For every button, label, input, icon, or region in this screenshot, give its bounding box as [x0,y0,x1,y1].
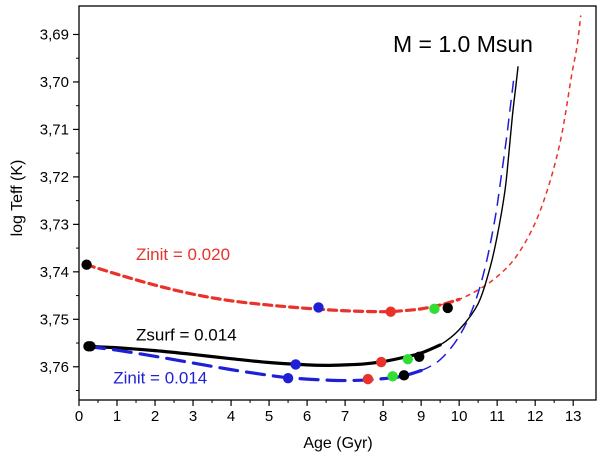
chart-title: M = 1.0 Msun [393,31,533,57]
x-tick-label: 7 [341,408,349,425]
series-label: Zinit = 0.014 [113,368,207,387]
y-tick-label: 3,74 [40,264,69,281]
x-tick-label: 3 [189,408,197,425]
x-tick-label: 12 [527,408,544,425]
series-label: Zinit = 0.020 [136,245,230,264]
series-line [85,343,442,367]
series-marker [398,370,410,381]
series-line [85,344,423,383]
series-layer [85,15,582,383]
x-tick-label: 10 [451,408,468,425]
x-tick-label: 8 [379,408,387,425]
series-marker [385,306,396,317]
series-marker [362,373,374,385]
y-tick-label: 3,73 [40,216,69,233]
series-marker [376,356,387,368]
x-tick-label: 5 [265,408,273,425]
x-tick-label: 2 [151,408,159,425]
series-marker [282,372,294,384]
y-tick-label: 3,76 [40,359,69,376]
tick-layer: 0 1 2 3 4 5 6 7 8 9 10 11 12 133,693,703,713,723,733,… [40,26,582,425]
x-axis-title: Age (Gyr) [303,435,372,452]
y-axis-title: log Teff (K) [9,160,26,237]
y-tick-label: 3,69 [40,26,69,43]
series-label: Zsurf = 0.014 [136,326,237,345]
series-marker [81,259,92,270]
series-marker [387,371,398,382]
label-layer: Zinit = 0.020 Zsurf = 0.014 Zinit = 0.014 [113,245,236,387]
x-tick-label: 0 [75,408,83,425]
y-tick-label: 3,75 [40,311,69,328]
x-tick-label: 4 [227,408,235,425]
series-marker [313,302,324,313]
x-tick-label: 11 [489,408,505,425]
x-tick-label: 1 [113,408,121,425]
plot-frame [78,5,597,401]
series-line [85,263,461,314]
series-marker [85,341,96,352]
series-marker [429,303,440,315]
x-tick-label: 9 [417,408,425,425]
x-tick-label: 6 [303,408,311,425]
y-tick-label: 3,70 [40,74,69,91]
series-marker [402,353,414,365]
y-tick-label: 3,71 [40,121,69,138]
series-line-tail [383,74,516,380]
series-marker [290,359,301,370]
series-marker [414,351,425,363]
series-line-tail [401,66,519,359]
x-tick-label: 13 [565,408,582,425]
series-line-tail [439,15,582,306]
marker-layer [81,259,453,385]
y-tick-label: 3,72 [40,169,69,186]
series-marker [442,302,453,314]
